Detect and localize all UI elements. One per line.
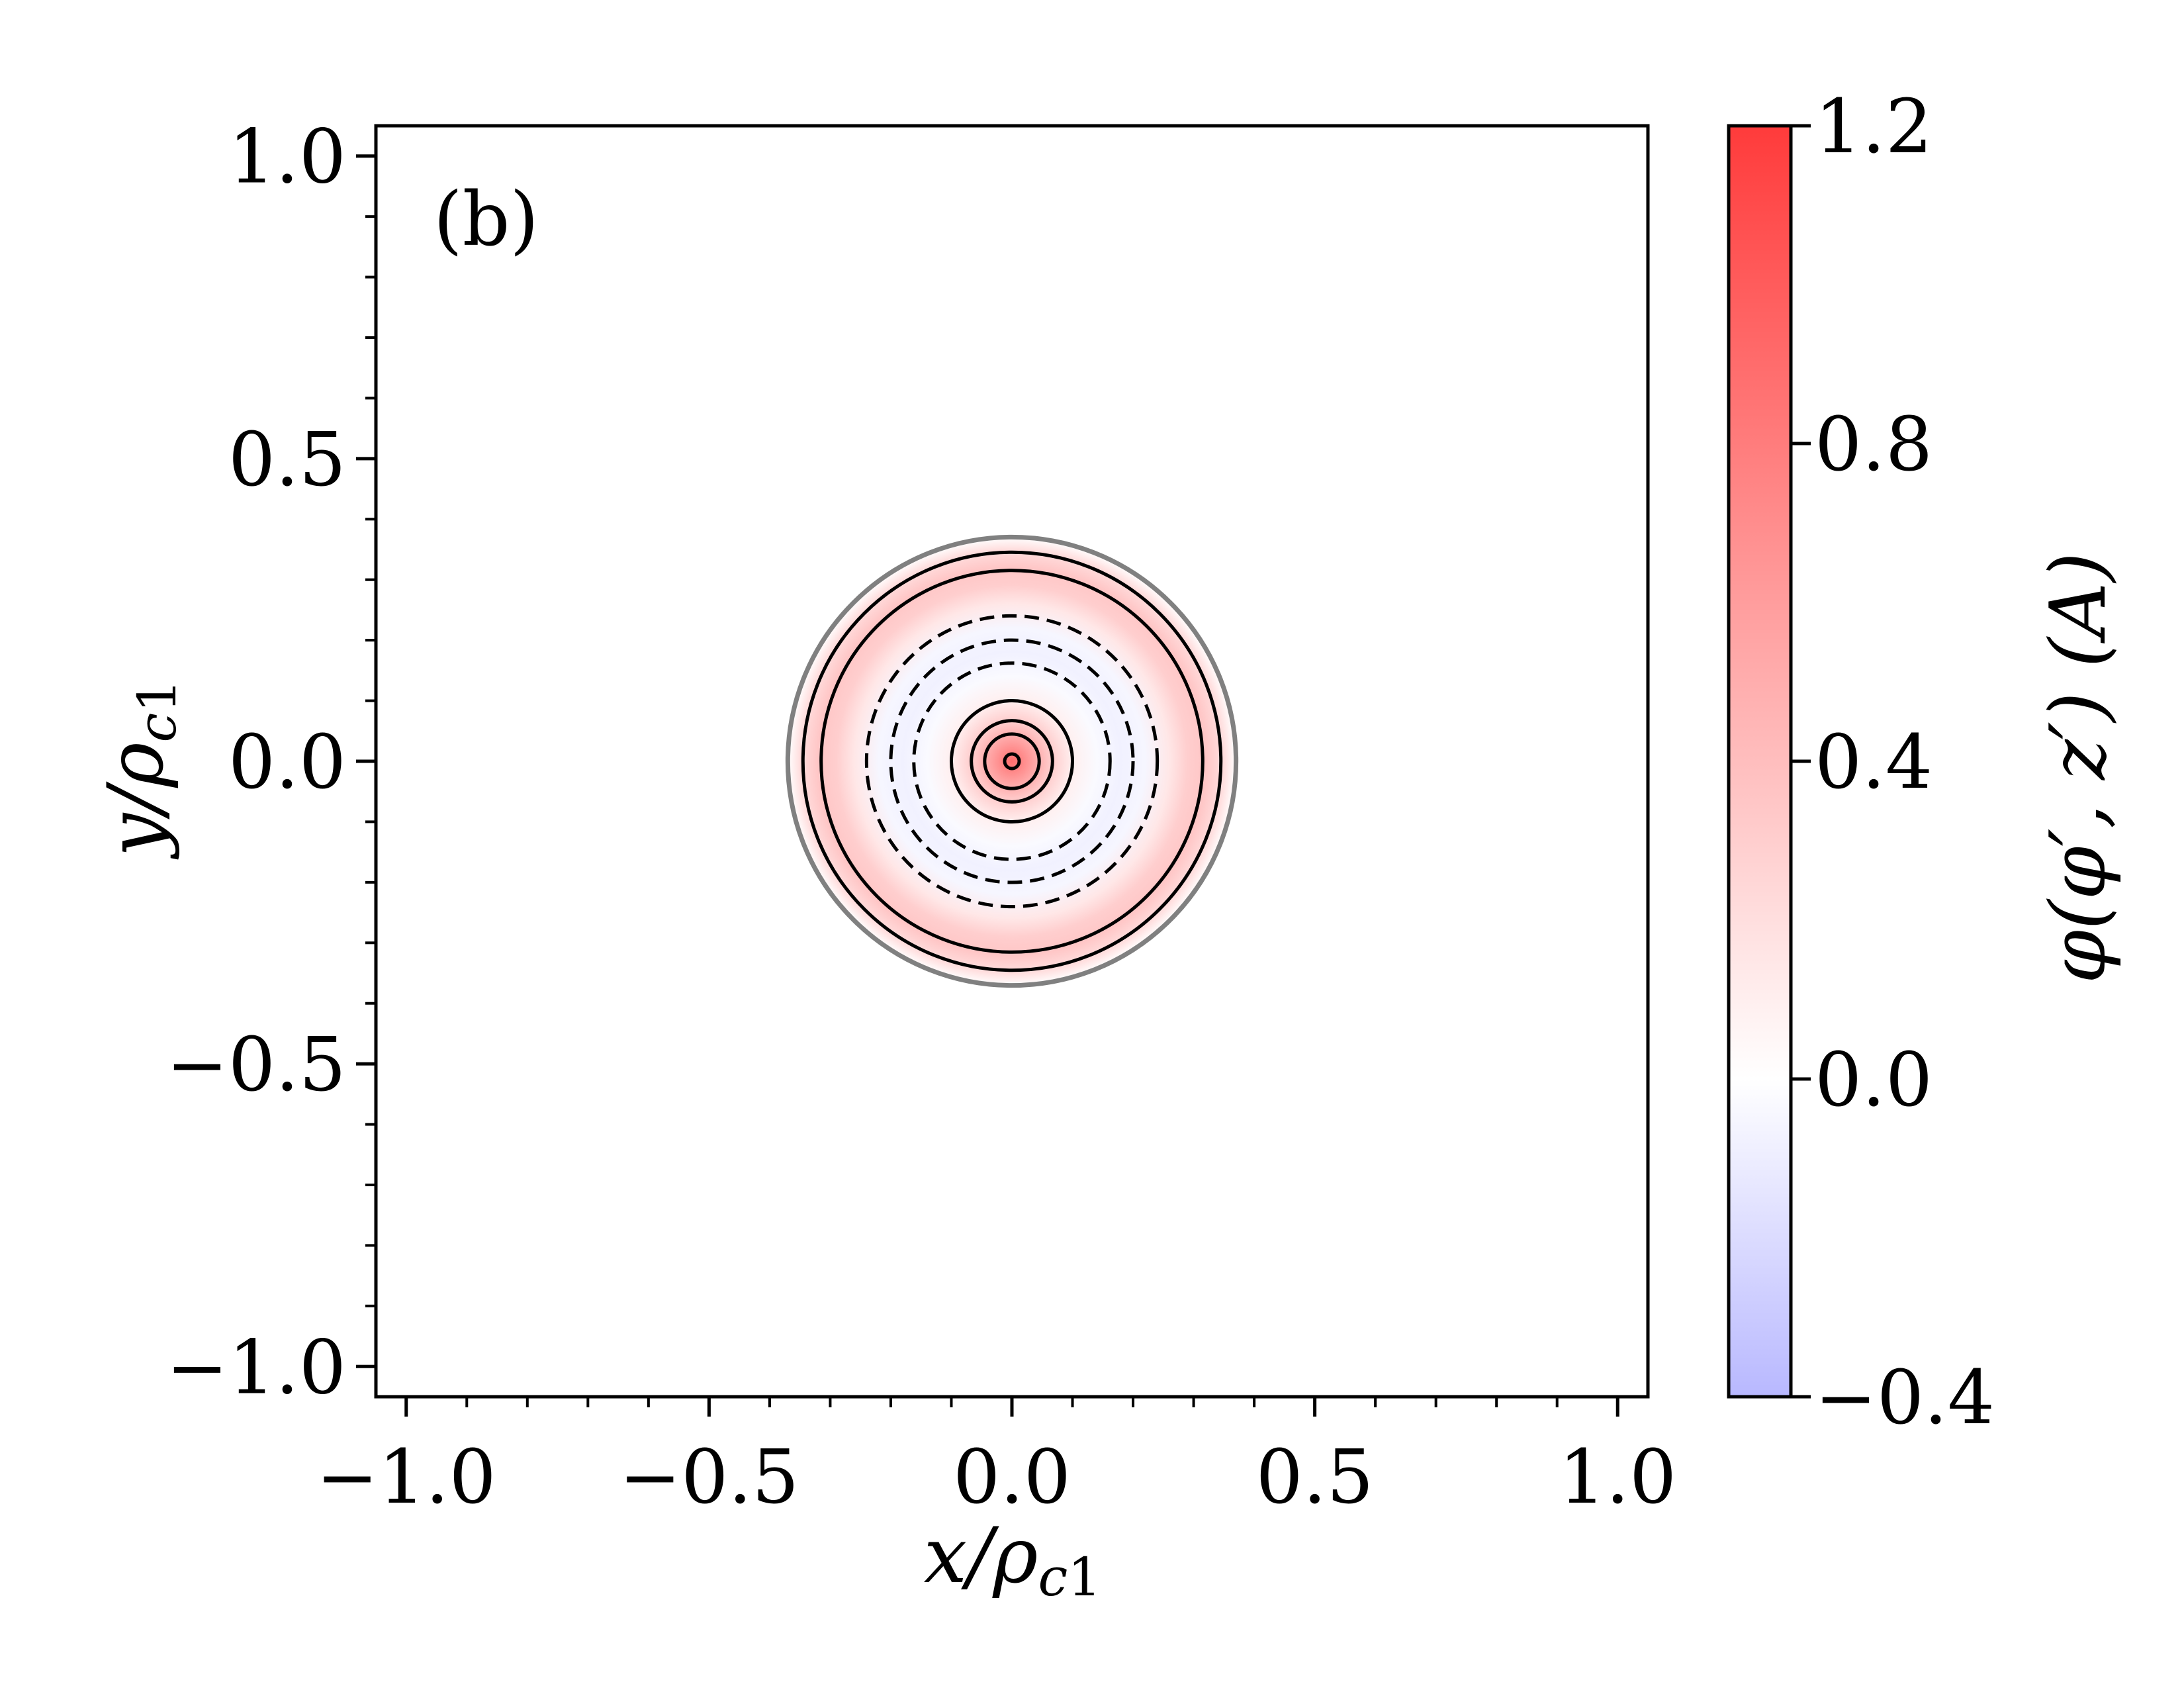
y-axis: −1.0 −0.5 0.0 0.5 1.0 — [166, 115, 376, 1411]
y-axis-label: y/ρc1 — [91, 679, 188, 861]
field-disc — [788, 537, 1236, 986]
heatmap-field — [788, 537, 1236, 986]
colorbar-tick-label: 1.2 — [1815, 84, 1933, 170]
colorbar-tick-label: 0.8 — [1815, 402, 1933, 488]
x-axis-label: x/ρc1 — [924, 1511, 1101, 1608]
contour-solid — [819, 569, 1205, 954]
colorbar-tick-label: −0.4 — [1815, 1355, 1995, 1441]
x-tick-label: 1.0 — [1559, 1434, 1676, 1521]
colorbar-axis: −0.4 0.0 0.4 0.8 1.2 — [1791, 84, 1995, 1441]
x-tick-label: −1.0 — [316, 1434, 496, 1521]
x-axis: −1.0 −0.5 0.0 0.5 1.0 — [316, 1397, 1676, 1521]
y-tick-label: 1.0 — [228, 115, 346, 201]
y-tick-label: 0.5 — [228, 417, 346, 503]
colorbar-label: φ(φ′, z′) (A) — [2034, 552, 2123, 984]
colorbar-tick-label: 0.0 — [1815, 1037, 1933, 1123]
contour-lines — [785, 534, 1239, 988]
y-tick-label: −1.0 — [166, 1325, 346, 1411]
panel-label: (b) — [433, 177, 539, 263]
x-tick-label: −0.5 — [619, 1434, 799, 1521]
contour-solid — [949, 698, 1075, 824]
y-tick-label: −0.5 — [166, 1022, 346, 1108]
contour-solid — [801, 550, 1223, 972]
x-tick-label: 0.0 — [953, 1434, 1071, 1521]
contour-dashed — [864, 614, 1160, 909]
colorbar-tick-label: 0.4 — [1815, 720, 1933, 806]
y-tick-label: 0.0 — [228, 720, 346, 806]
contour-dashed — [912, 661, 1112, 861]
boundary-circle — [785, 534, 1239, 988]
contour-solid — [1003, 752, 1021, 771]
colorbar — [1727, 124, 1793, 1399]
contour-solid — [970, 719, 1054, 804]
contour-solid — [983, 732, 1041, 790]
x-tick-label: 0.5 — [1256, 1434, 1374, 1521]
contour-dashed — [889, 638, 1135, 884]
